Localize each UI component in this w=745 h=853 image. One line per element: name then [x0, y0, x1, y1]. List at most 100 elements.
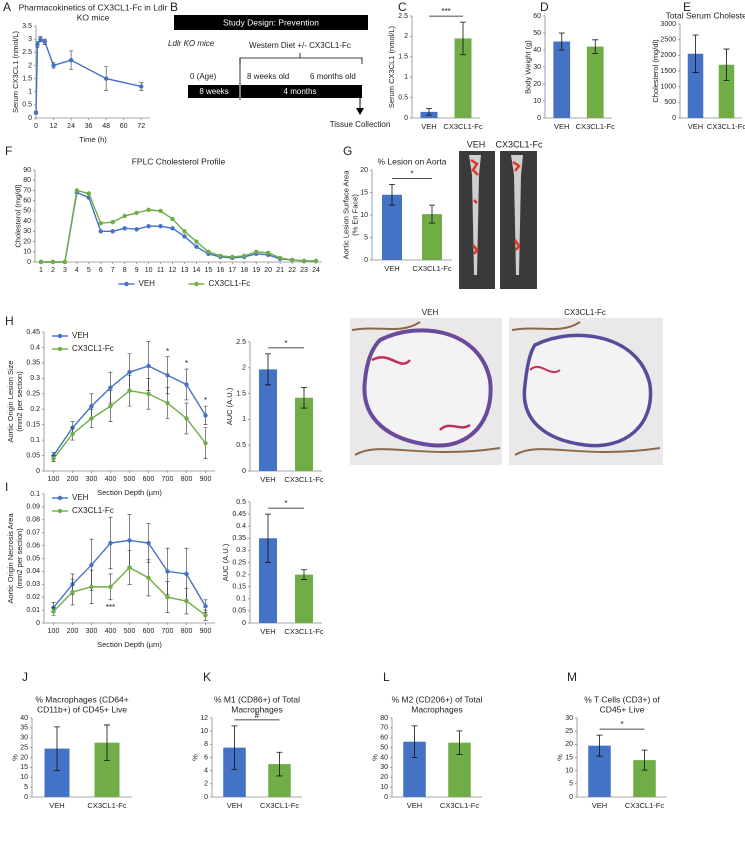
x-tick-label: CX3CL1-Fc: [87, 801, 126, 810]
image-label: CX3CL1-Fc: [564, 308, 606, 317]
series-line: [40, 191, 317, 263]
y-tick-label: 20: [360, 167, 368, 174]
lesion: [470, 158, 479, 255]
y-axis-label: Serum CX3CL1 (nmol/L): [11, 30, 20, 113]
y-tick-label: 0: [28, 115, 32, 122]
x-tick-label: 700: [162, 476, 174, 483]
y-tick-label: 0.3: [30, 375, 40, 382]
y-tick-label: 80: [380, 715, 388, 722]
marker: [242, 253, 247, 259]
y-tick-label: 50: [23, 208, 31, 215]
marker: [98, 229, 103, 234]
y-axis-label: Aortic Origin Lesion Size: [6, 360, 15, 442]
marker: [194, 239, 199, 244]
x-tick-label: 18: [240, 267, 248, 274]
y-tick-label: 10: [23, 249, 31, 256]
y-tick-label: 50: [533, 30, 541, 37]
x-tick-label: VEH: [592, 801, 607, 810]
y-tick-label: 0: [569, 794, 573, 801]
y-tick-label: 0.25: [26, 391, 40, 398]
y-tick-label: 2: [404, 33, 408, 40]
bracket: [239, 53, 363, 64]
legend-marker: [57, 346, 63, 352]
error-bar: [426, 108, 432, 116]
panel-letter: L: [383, 670, 390, 684]
bar: [403, 741, 426, 797]
panel-letter: G: [343, 144, 352, 158]
marker: [165, 595, 170, 600]
image-label: VEH: [467, 139, 486, 149]
legend-label: CX3CL1-Fc: [72, 344, 114, 353]
y-tick-label: 70: [23, 187, 31, 194]
x-tick-label: 900: [200, 476, 212, 483]
x-tick-label: CX3CL1-Fc: [412, 264, 451, 273]
marker: [89, 416, 94, 421]
marker: [289, 257, 295, 263]
marker: [194, 244, 199, 249]
vessel: [522, 333, 653, 448]
tissue: [351, 321, 501, 456]
y-tick-label: 0.4: [30, 344, 40, 351]
y-tick-label: 15: [565, 754, 573, 761]
y-tick-label: 0.15: [26, 422, 40, 429]
marker: [68, 57, 74, 63]
marker: [89, 584, 94, 590]
marker: [146, 224, 151, 229]
marker: [110, 219, 115, 225]
significance: *: [284, 339, 287, 348]
x-tick-label: CX3CL1-Fc: [260, 801, 299, 810]
y-tick-label: 10: [565, 768, 573, 775]
design-title: Study Design: Prevention: [223, 17, 319, 27]
significance: *: [620, 720, 623, 729]
marker: [108, 385, 113, 390]
marker: [170, 226, 175, 231]
marker: [218, 253, 223, 259]
marker: [182, 234, 187, 239]
error-bar: [558, 32, 565, 51]
y-tick-label: 1000: [660, 84, 676, 91]
y-axis-label: %: [556, 754, 565, 761]
y-tick-label: 0.45: [26, 329, 40, 336]
marker: [108, 403, 113, 409]
y-tick-label: 20: [533, 81, 541, 88]
y-tick-label: 1500: [660, 68, 676, 75]
lesion: [512, 160, 521, 251]
panel-letter: D: [540, 0, 549, 14]
y-tick-label: 0.5: [236, 442, 246, 449]
y-tick-label: 0: [36, 620, 40, 627]
y-tick-label: 10: [200, 728, 208, 735]
en-face-images: VEH CX3CL1-Fc: [459, 139, 543, 289]
y-tick-label: 5: [364, 234, 368, 241]
y-tick-label: 5: [569, 781, 573, 788]
x-tick-label: 200: [67, 628, 79, 635]
chart-title: Total Serum Cholesterol: [666, 10, 745, 20]
x-tick-label: 500: [124, 476, 136, 483]
y-tick-label: 1: [404, 74, 408, 81]
y-tick-label: 15: [360, 189, 368, 196]
y-tick-label: 0: [242, 468, 246, 475]
x-tick-label: 200: [67, 476, 79, 483]
marker: [110, 229, 115, 234]
marker: [184, 382, 189, 387]
error-bar: [596, 734, 603, 757]
y-tick-label: 30: [380, 764, 388, 771]
bar: [687, 53, 704, 119]
marker: [134, 210, 139, 216]
marker: [203, 413, 208, 418]
bar: [382, 194, 402, 260]
x-tick-label: 800: [181, 628, 193, 635]
marker: [146, 391, 151, 396]
error-bar: [411, 725, 418, 758]
y-tick-label: 20: [23, 238, 31, 245]
x-tick-label: 0: [34, 123, 38, 130]
chart-title: CD45+ Live: [600, 704, 645, 714]
y-tick-label: 40: [380, 754, 388, 761]
bar: [454, 38, 472, 118]
y-tick-label: 3.5: [22, 23, 32, 30]
panel-letter: F: [5, 144, 12, 158]
x-tick-label: 13: [181, 267, 189, 274]
design-header: [174, 15, 368, 30]
chart-title: KO mice: [77, 12, 110, 22]
error-bar: [301, 569, 307, 580]
annotation: *: [166, 347, 169, 356]
